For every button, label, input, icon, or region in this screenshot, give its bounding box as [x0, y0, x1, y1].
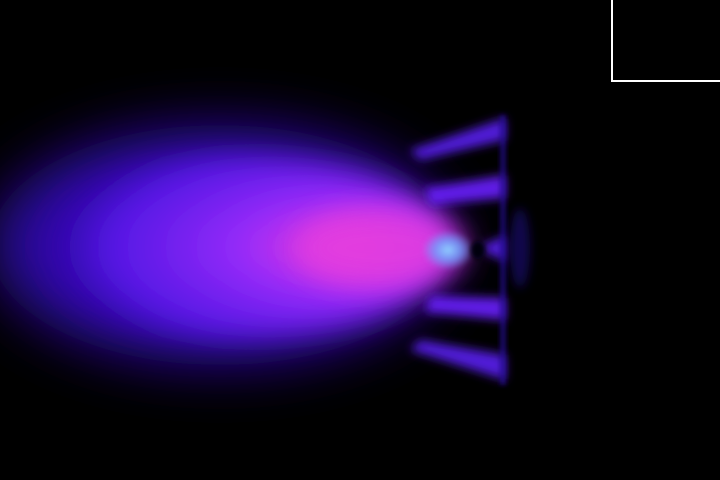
nozzle-plate	[500, 115, 506, 385]
inset-view-frame	[611, 0, 720, 82]
fin-center-right	[478, 235, 505, 262]
fin-4	[410, 340, 505, 380]
plume-body	[10, 155, 450, 339]
plume-core	[422, 230, 474, 270]
emission-fins	[410, 118, 505, 380]
fin-2	[425, 175, 505, 205]
nozzle-faint-glow	[510, 208, 530, 288]
nozzle-throat	[471, 241, 485, 259]
plume-hot-region	[295, 210, 465, 286]
fin-1	[410, 118, 505, 160]
fin-3	[425, 296, 505, 320]
